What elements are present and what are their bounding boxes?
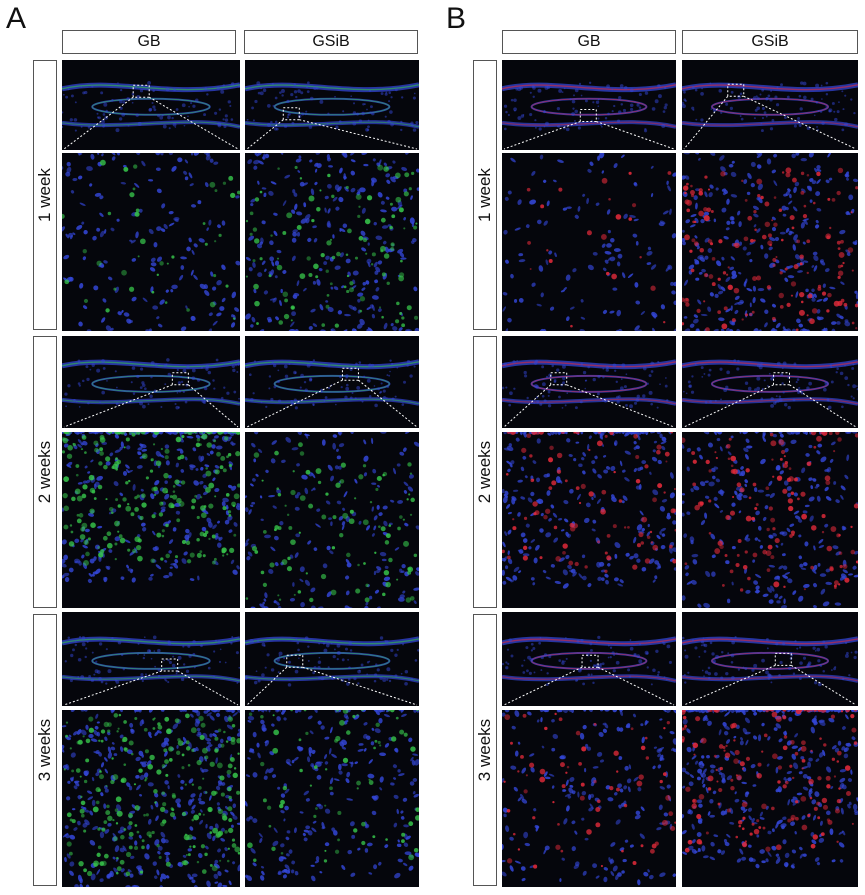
row-header-2-weeks: 2 weeks xyxy=(33,336,57,608)
micrograph-overview-gsib-2-weeks xyxy=(245,336,419,428)
column-header-gb: GB xyxy=(62,30,236,54)
row-header-1-week: 1 week xyxy=(33,60,57,330)
micrograph-overview-gsib-1-week xyxy=(245,60,419,150)
panel-letter-a: A xyxy=(6,2,27,35)
panel-letter-b: B xyxy=(446,2,467,35)
micrograph-zoom-gb-2-weeks xyxy=(62,432,240,608)
micrograph-overview-gb-2-weeks xyxy=(62,336,240,428)
row-header-1-week: 1 week xyxy=(473,60,497,330)
micrograph-zoom-gsib-3-weeks xyxy=(682,710,858,887)
micrograph-overview-gsib-1-week xyxy=(682,60,858,150)
column-header-gb: GB xyxy=(502,30,676,54)
row-header-3-weeks: 3 weeks xyxy=(473,614,497,886)
column-header-gsib: GSiB xyxy=(682,30,858,54)
micrograph-zoom-gb-1-week xyxy=(502,153,676,331)
micrograph-overview-gb-1-week xyxy=(62,60,240,150)
micrograph-zoom-gb-3-weeks xyxy=(502,710,676,887)
micrograph-zoom-gsib-3-weeks xyxy=(245,710,419,887)
micrograph-overview-gb-3-weeks xyxy=(62,612,240,706)
micrograph-overview-gsib-2-weeks xyxy=(682,336,858,428)
micrograph-zoom-gsib-2-weeks xyxy=(682,432,858,608)
micrograph-zoom-gsib-2-weeks xyxy=(245,432,419,608)
micrograph-zoom-gsib-1-week xyxy=(245,153,419,331)
micrograph-overview-gb-1-week xyxy=(502,60,676,150)
micrograph-overview-gb-2-weeks xyxy=(502,336,676,428)
row-header-3-weeks: 3 weeks xyxy=(33,614,57,886)
micrograph-overview-gsib-3-weeks xyxy=(682,612,858,706)
micrograph-zoom-gb-3-weeks xyxy=(62,710,240,887)
micrograph-zoom-gb-2-weeks xyxy=(502,432,676,608)
micrograph-overview-gsib-3-weeks xyxy=(245,612,419,706)
row-header-2-weeks: 2 weeks xyxy=(473,336,497,608)
column-header-gsib: GSiB xyxy=(244,30,418,54)
micrograph-zoom-gb-1-week xyxy=(62,153,240,331)
micrograph-zoom-gsib-1-week xyxy=(682,153,858,331)
micrograph-overview-gb-3-weeks xyxy=(502,612,676,706)
